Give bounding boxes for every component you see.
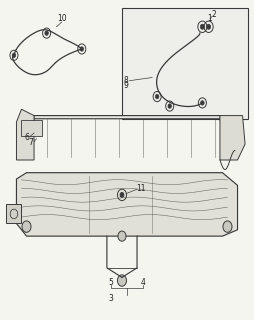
Circle shape — [120, 192, 124, 197]
Circle shape — [155, 94, 159, 99]
Polygon shape — [6, 204, 22, 223]
Text: 10: 10 — [57, 14, 67, 23]
FancyBboxPatch shape — [122, 8, 248, 119]
Circle shape — [223, 221, 232, 232]
Circle shape — [168, 104, 171, 108]
Circle shape — [207, 24, 211, 29]
Text: 7: 7 — [28, 138, 33, 147]
Text: 6: 6 — [24, 133, 29, 142]
Text: 3: 3 — [108, 294, 113, 303]
Text: 4: 4 — [141, 278, 146, 287]
Circle shape — [80, 47, 84, 51]
Circle shape — [12, 53, 16, 58]
Polygon shape — [220, 116, 245, 160]
FancyBboxPatch shape — [22, 120, 42, 136]
Polygon shape — [17, 109, 34, 160]
Circle shape — [201, 101, 204, 105]
Text: 2: 2 — [211, 10, 216, 19]
Text: 11: 11 — [136, 184, 146, 193]
Circle shape — [117, 275, 126, 286]
Circle shape — [22, 221, 31, 232]
Text: 1: 1 — [208, 14, 212, 23]
Circle shape — [45, 31, 48, 35]
Text: 9: 9 — [123, 81, 128, 90]
Circle shape — [118, 231, 126, 241]
Polygon shape — [26, 116, 228, 160]
Text: 5: 5 — [108, 278, 113, 287]
Polygon shape — [17, 173, 237, 236]
Circle shape — [200, 24, 204, 29]
Text: 8: 8 — [123, 76, 128, 85]
